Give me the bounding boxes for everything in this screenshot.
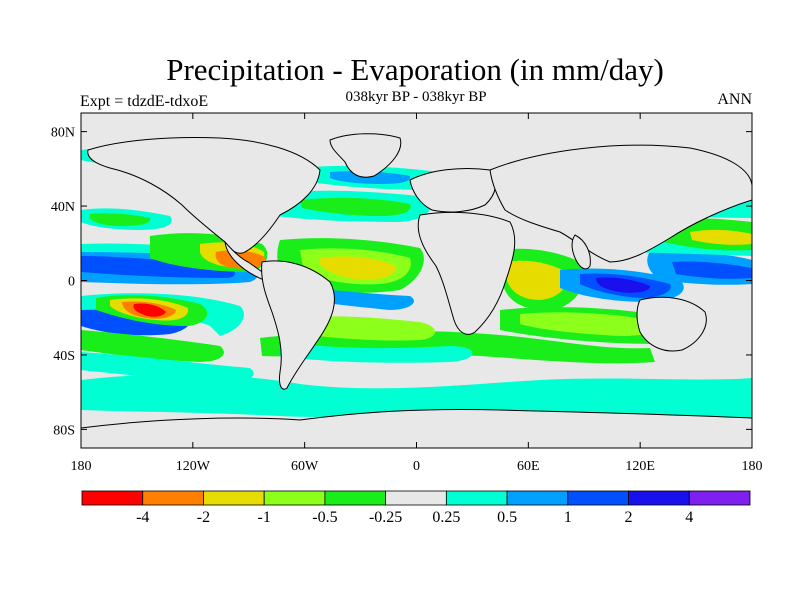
lat-tick-label: 80N <box>51 126 75 141</box>
land-asia <box>489 144 752 263</box>
colorbar-label: -0.25 <box>369 509 402 526</box>
colorbar-label: -0.5 <box>312 509 337 526</box>
colorbar-label: 0.5 <box>497 509 517 526</box>
lon-tick-label: 180 <box>71 459 92 474</box>
lon-tick-label: 0 <box>413 459 420 474</box>
colorbar-swatch <box>445 490 508 506</box>
map-axis-ticks: 80N 40N 0 40S 80S 180 120W 60W 0 60E 120E 180 <box>51 113 763 474</box>
lat-tick-label: 40S <box>53 349 75 364</box>
colorbar: -4 -2 -1 -0.5 -0.25 0.25 0.5 1 2 4 <box>81 490 751 526</box>
lon-tick-label: 120E <box>625 459 655 474</box>
colorbar-swatch <box>567 490 629 506</box>
continents <box>81 133 752 448</box>
lon-tick-label: 180 <box>742 459 763 474</box>
field-npacific-yellow <box>690 229 752 245</box>
colorbar-label: -2 <box>197 509 210 526</box>
colorbar-swatch <box>142 490 204 506</box>
land-south-america <box>261 260 335 390</box>
colorbar-swatch <box>628 490 690 506</box>
colorbar-swatch <box>324 490 387 506</box>
field-spacific-green-belt <box>81 330 224 362</box>
colorbar-swatch <box>203 490 265 506</box>
field-spacific-red <box>133 303 166 317</box>
land-australia <box>636 296 707 352</box>
field-indian-yellow <box>506 260 567 300</box>
field-southern-ocean-cyan <box>81 374 752 420</box>
land-europe <box>409 168 497 213</box>
lon-tick-label: 60W <box>291 459 319 474</box>
field-south-atlantic-cyan <box>280 342 473 363</box>
field-wpacific-darkblue <box>672 261 752 279</box>
colorbar-swatch <box>688 490 751 506</box>
colorbar-swatch <box>506 490 569 506</box>
lon-tick-label: 60E <box>517 459 540 474</box>
colorbar-swatch <box>263 490 326 506</box>
colorbar-label: -4 <box>136 509 149 526</box>
colorbar-label: 2 <box>625 509 633 526</box>
lat-tick-label: 40N <box>51 200 75 215</box>
field-nhigh-blue <box>330 171 411 184</box>
field-natlantic-storm-green <box>300 197 411 216</box>
colorbar-label: 4 <box>685 509 693 526</box>
colorbar-swatch <box>81 490 144 506</box>
field-maritime-indigo <box>596 277 650 293</box>
map-title: Precipitation - Evaporation (in mm/day) <box>166 52 664 87</box>
lat-tick-label: 80S <box>53 423 75 438</box>
colorbar-label: 1 <box>564 509 572 526</box>
lat-tick-label: 0 <box>68 275 75 290</box>
season-label: ANN <box>717 91 752 108</box>
field-natlantic-yellow <box>320 256 396 280</box>
lon-tick-label: 120W <box>176 459 211 474</box>
field-spacific-cyan-belt <box>81 352 254 382</box>
land-north-america <box>87 137 321 254</box>
colorbar-label: -1 <box>258 509 271 526</box>
field-south-atlantic-green <box>300 316 435 341</box>
field-npacific-high-green <box>90 213 151 226</box>
land-antarctica <box>81 409 752 448</box>
map-subtitle: 038kyr BP - 038kyr BP <box>345 89 487 105</box>
land-greenland <box>329 133 402 178</box>
field-sindian-lightgreen <box>520 312 661 336</box>
colorbar-swatch <box>385 490 447 506</box>
land-india <box>571 234 591 270</box>
land-africa <box>417 211 516 335</box>
field-npacific-itcz-blue <box>81 256 235 278</box>
experiment-label: Expt = tdzdE-tdxoE <box>80 93 209 110</box>
colorbar-label: 0.25 <box>432 509 460 526</box>
